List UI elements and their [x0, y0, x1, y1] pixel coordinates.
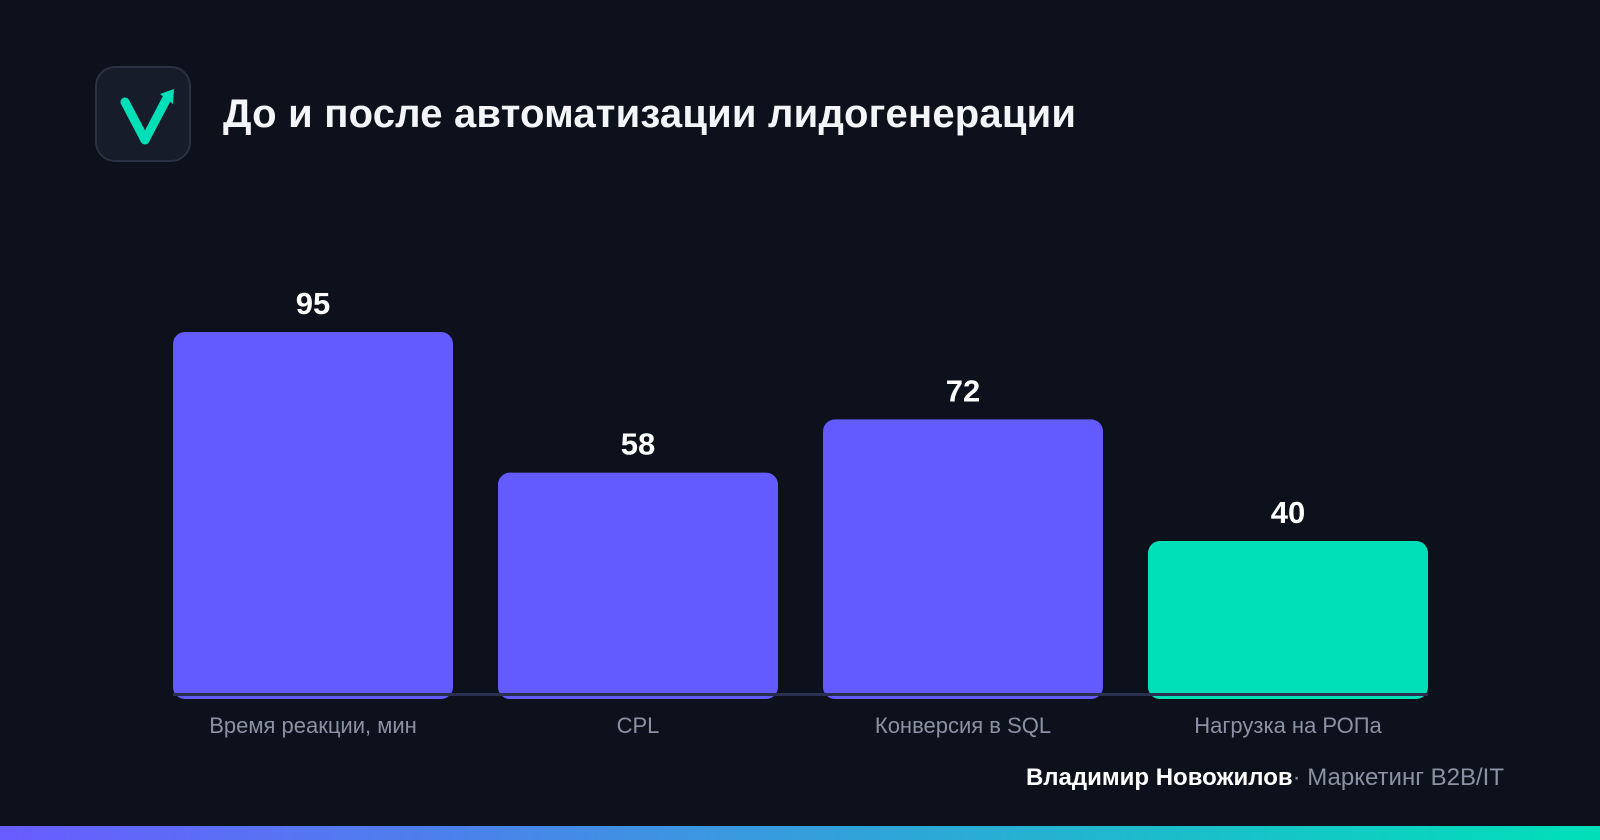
footer-credit: Владимир Новожилов· Маркетинг B2B/IT — [1026, 764, 1504, 792]
category-label-3: Конверсия в SQL — [875, 713, 1051, 738]
category-label-4: Нагрузка на РОПа — [1194, 713, 1382, 738]
footer-separator: · — [1292, 764, 1301, 791]
value-label-3: 72 — [946, 373, 980, 408]
bar-chart: 95 Время реакции, мин 58 CPL 72 Конверсия в S… — [173, 286, 1428, 738]
logo — [95, 66, 191, 162]
category-label-2: CPL — [617, 713, 660, 738]
value-label-2: 58 — [621, 427, 655, 462]
value-label-1: 95 — [296, 286, 330, 321]
bar-3 — [823, 419, 1103, 699]
checkmark-arrow-icon — [120, 89, 174, 145]
footer-author: Владимир Новожилов — [1025, 764, 1293, 791]
page-title: До и после автоматизации лидогенерации — [223, 92, 1077, 136]
category-label-1: Время реакции, мин — [209, 713, 417, 738]
bar-4 — [1148, 541, 1428, 699]
footer-subtitle: Маркетинг B2B/IT — [1307, 764, 1504, 791]
bar-2 — [498, 472, 778, 699]
bar-1 — [173, 332, 453, 699]
value-label-4: 40 — [1271, 495, 1305, 530]
x-axis-baseline — [173, 693, 1428, 696]
bottom-gradient-bar — [0, 826, 1600, 840]
